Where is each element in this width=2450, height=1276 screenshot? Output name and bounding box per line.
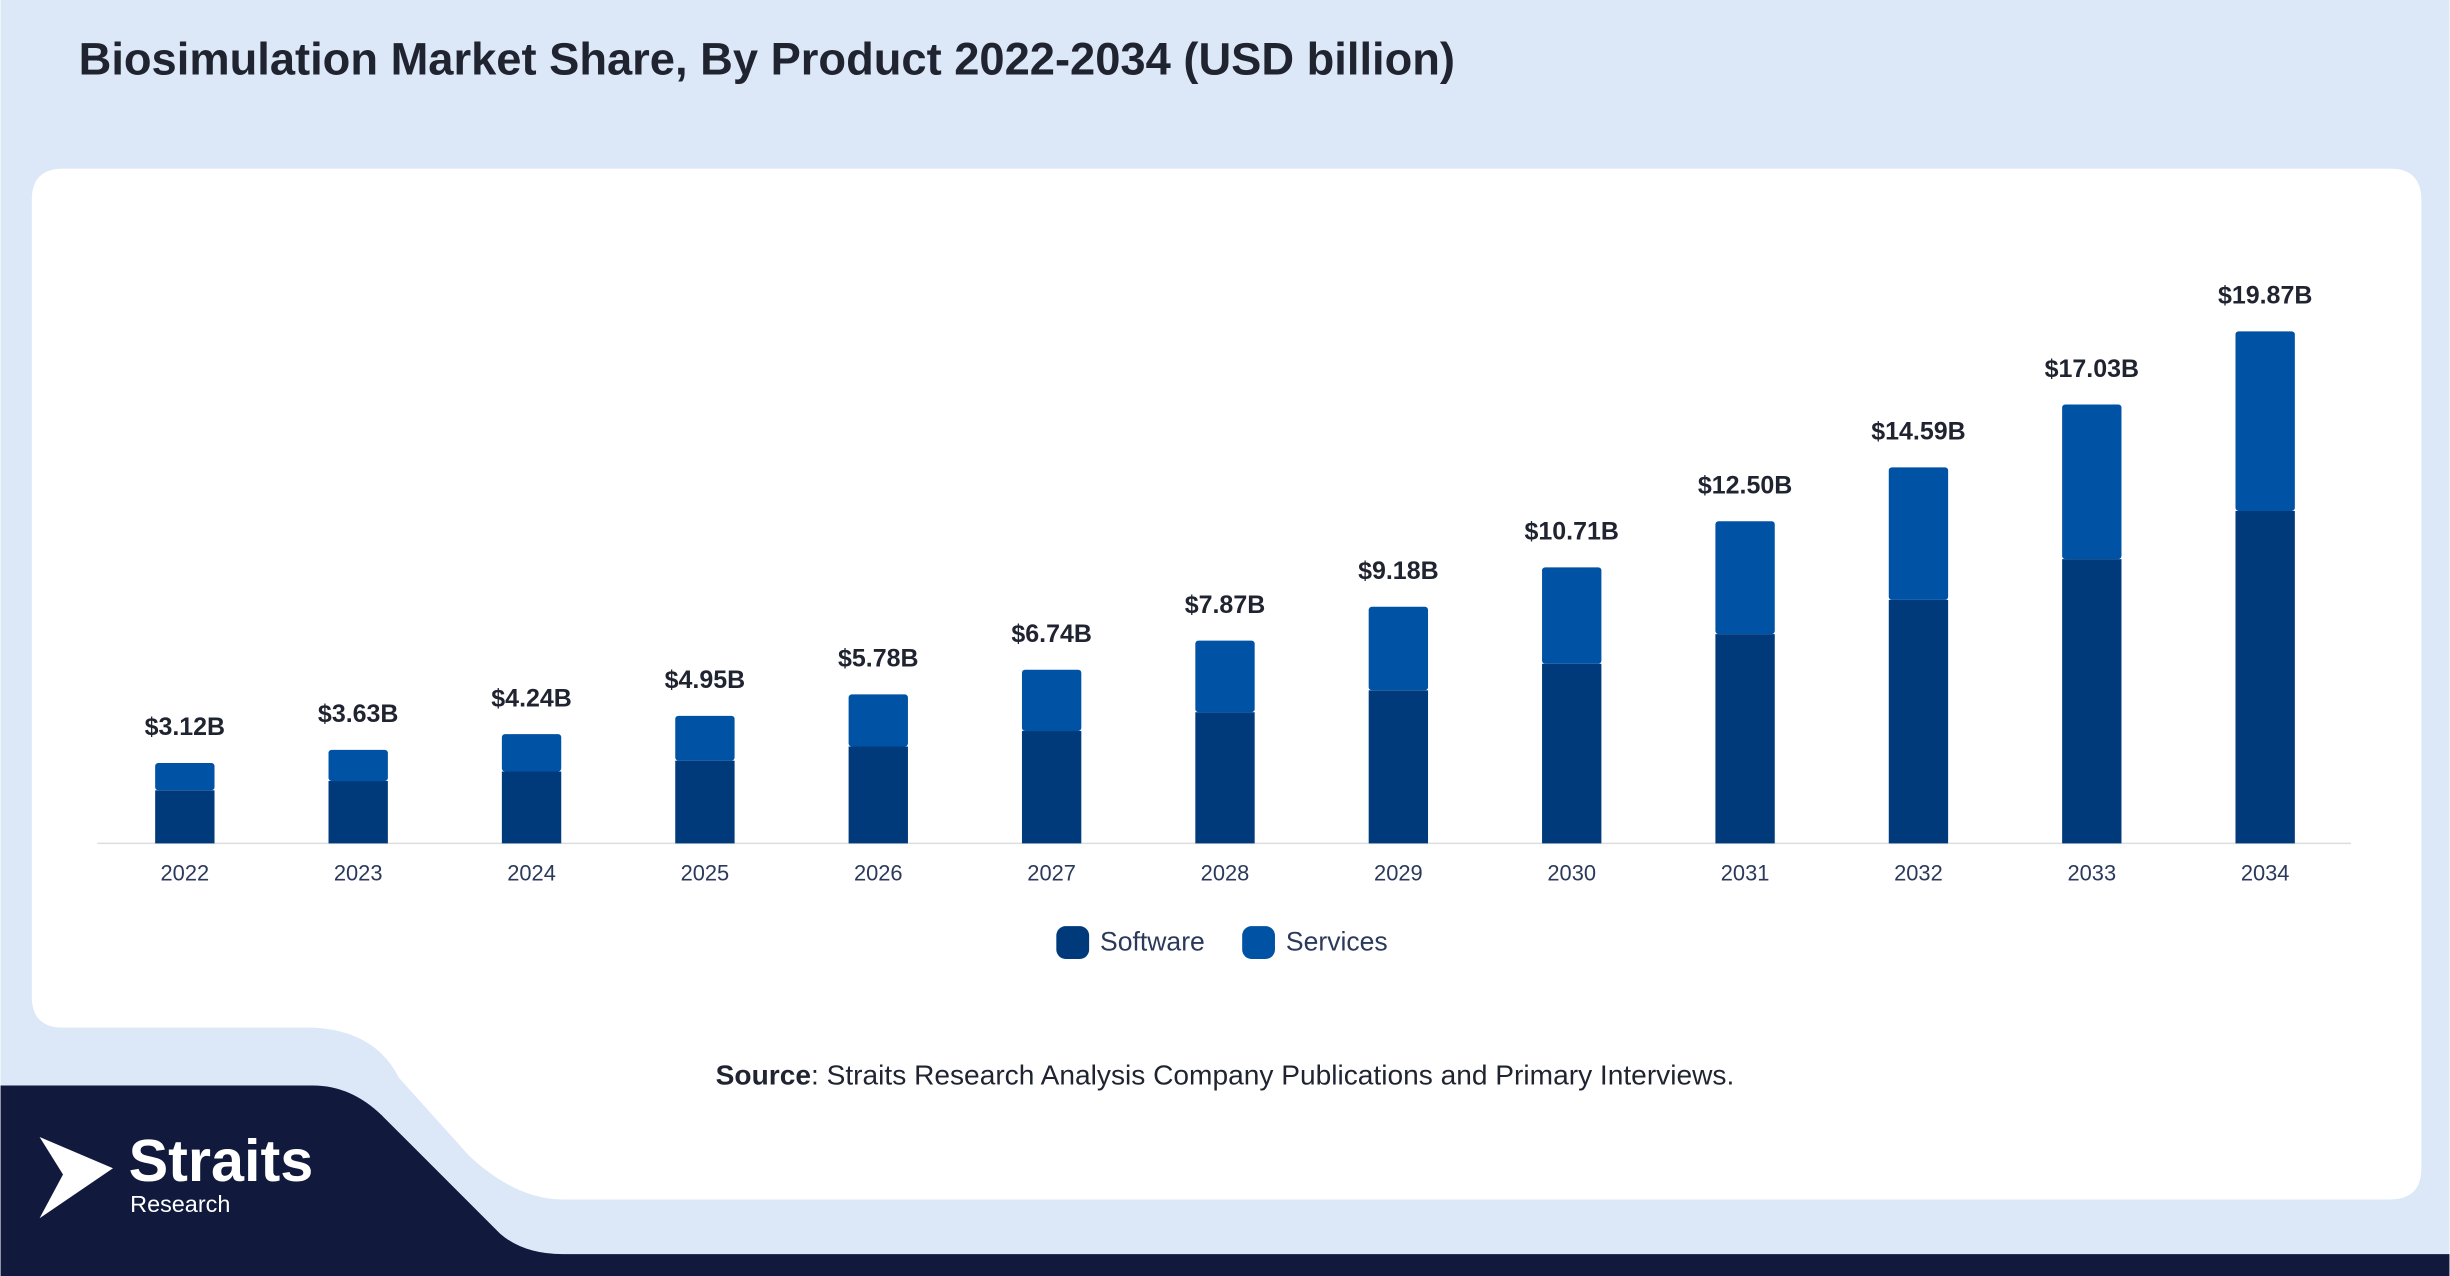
x-tick-label: 2031 (1721, 860, 1770, 885)
footer-band (0, 1085, 2450, 1276)
x-tick-label: 2027 (1027, 860, 1076, 885)
logo-icon (39, 1136, 113, 1219)
bar-segment (501, 771, 562, 844)
bar-segment (2062, 404, 2122, 560)
bar-segment (328, 749, 388, 782)
bar-segment (155, 762, 215, 791)
bar-segment (1195, 640, 1255, 713)
total-label: $3.63B (318, 700, 399, 728)
legend-label: Services (1286, 926, 1388, 956)
total-label: $3.12B (145, 713, 226, 741)
bar-segment (1021, 669, 1082, 732)
bar-segment (1888, 599, 1949, 844)
x-tick-label: 2033 (2067, 860, 2116, 885)
bar-segment (1368, 606, 1429, 691)
bar-segment (1542, 567, 1602, 664)
logo-name: Straits (129, 1127, 314, 1194)
bar-segment (328, 781, 388, 844)
source: Source: Straits Research Analysis Compan… (716, 1060, 1735, 1091)
total-label: $19.87B (2218, 282, 2312, 310)
bar-segment (1368, 690, 1429, 844)
bar-segment (2235, 510, 2295, 844)
source-label: Source (716, 1060, 811, 1091)
total-label: $17.03B (2045, 355, 2139, 383)
chart-title: Biosimulation Market Share, By Product 2… (79, 33, 1455, 84)
total-label: $7.87B (1185, 591, 1266, 619)
x-tick-label: 2026 (854, 860, 903, 885)
bar-segment (848, 746, 908, 844)
x-tick-label: 2023 (334, 860, 383, 885)
x-tick-label: 2025 (681, 860, 730, 885)
x-tick-label: 2029 (1374, 860, 1423, 885)
x-tick-label: 2024 (507, 860, 556, 885)
logo-sub: Research (130, 1191, 230, 1217)
bar-segment (501, 734, 562, 772)
bar-segment (1888, 467, 1949, 600)
bar-segment (1715, 521, 1775, 635)
total-label: $6.74B (1011, 620, 1092, 648)
x-tick-label: 2030 (1547, 860, 1596, 885)
legend-label: Software (1100, 926, 1205, 956)
x-tick-label: 2032 (1894, 860, 1943, 885)
total-label: $4.95B (665, 666, 746, 694)
bar-segment (1021, 731, 1082, 844)
source-text: : Straits Research Analysis Company Publ… (811, 1060, 1734, 1091)
bar-segment (848, 694, 908, 747)
x-tick-label: 2022 (161, 860, 210, 885)
bar-segment (1542, 663, 1602, 844)
bar-segment (1715, 634, 1775, 844)
total-label: $10.71B (1525, 518, 1619, 546)
total-label: $5.78B (838, 645, 919, 673)
bar-segment (2235, 331, 2295, 511)
x-tick-label: 2034 (2241, 860, 2290, 885)
total-label: $14.59B (1871, 418, 1965, 446)
legend-swatch (1242, 926, 1275, 959)
total-label: $4.24B (491, 684, 572, 712)
bar-segment (155, 790, 215, 844)
bar-segment (675, 715, 735, 761)
legend-swatch (1056, 926, 1090, 959)
bar-segment (2062, 559, 2122, 844)
bar-segment (1195, 712, 1255, 844)
bar-segment (675, 760, 735, 844)
x-tick-label: 2028 (1201, 860, 1250, 885)
total-label: $9.18B (1358, 557, 1439, 585)
total-label: $12.50B (1698, 471, 1792, 499)
